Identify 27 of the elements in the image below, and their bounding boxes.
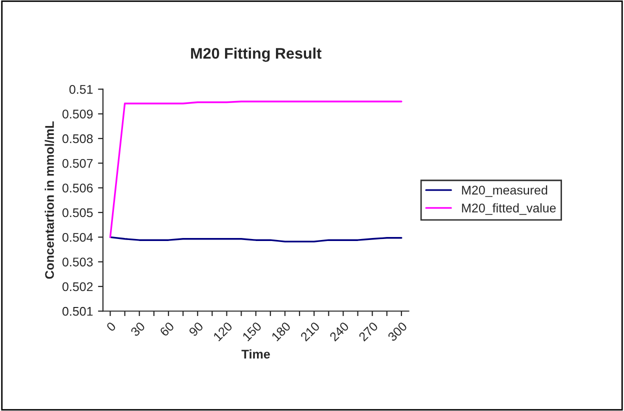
legend-label: M20_fitted_value <box>462 203 556 215</box>
y-tick-label: 0.509 <box>62 110 93 118</box>
x-axis-title: Time <box>242 349 270 359</box>
x-tick-label: 60 <box>159 321 175 337</box>
x-tick-label: 180 <box>271 321 292 342</box>
legend-label: M20_measured <box>462 185 548 197</box>
x-tick-label: 0 <box>106 321 116 332</box>
y-tick-label: 0.51 <box>69 84 93 94</box>
y-tick-label: 0.504 <box>62 232 93 242</box>
x-tick-label: 90 <box>188 321 204 337</box>
y-tick-label: 0.508 <box>62 134 93 144</box>
y-axis-title: Concentartion in mmol/mL <box>44 121 54 279</box>
chart-title: M20 Fitting Result <box>191 48 322 62</box>
x-tick-label: 120 <box>212 321 233 342</box>
x-tick-label: 210 <box>300 321 320 342</box>
x-tick-label: 30 <box>130 321 146 337</box>
y-tick-label: 0.501 <box>62 306 93 316</box>
y-tick-label: 0.503 <box>62 258 93 266</box>
y-tick-label: 0.507 <box>62 158 93 168</box>
x-tick-label: 300 <box>387 321 408 342</box>
x-tick-label: 240 <box>329 321 350 342</box>
y-tick-label: 0.505 <box>62 208 93 218</box>
line-series <box>109 100 402 238</box>
y-tick-label: 0.506 <box>62 184 93 192</box>
x-tick-label: 150 <box>242 321 262 342</box>
x-tick-label: 270 <box>358 321 378 342</box>
y-tick-label: 0.502 <box>62 282 93 292</box>
